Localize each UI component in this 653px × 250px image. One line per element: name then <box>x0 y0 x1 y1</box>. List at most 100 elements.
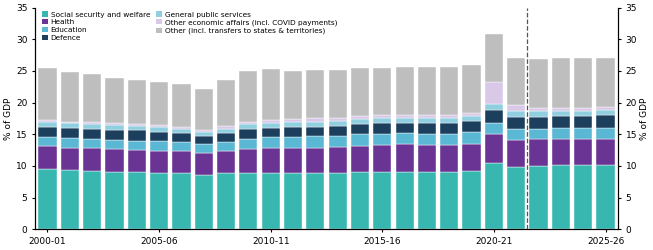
Bar <box>396 118 414 123</box>
Bar <box>261 69 280 120</box>
Bar <box>127 80 146 124</box>
Bar <box>373 124 392 134</box>
Bar <box>172 142 191 151</box>
Bar <box>418 67 436 115</box>
Bar <box>261 128 280 138</box>
Bar <box>485 134 503 163</box>
Bar <box>61 124 79 128</box>
Bar <box>195 144 213 153</box>
Bar <box>596 165 614 229</box>
Bar <box>462 65 481 113</box>
Bar <box>396 123 414 133</box>
Bar <box>396 66 414 115</box>
Bar <box>39 122 57 127</box>
Bar <box>351 172 369 229</box>
Bar <box>507 105 526 112</box>
Bar <box>217 126 235 128</box>
Bar <box>39 169 57 229</box>
Bar <box>217 128 235 133</box>
Bar <box>261 120 280 123</box>
Bar <box>396 115 414 118</box>
Bar <box>373 118 392 124</box>
Bar <box>328 173 347 229</box>
Bar <box>150 127 168 132</box>
Bar <box>195 153 213 176</box>
Bar <box>284 122 302 127</box>
Bar <box>105 126 123 130</box>
Bar <box>574 116 592 128</box>
Bar <box>239 149 257 173</box>
Bar <box>462 132 481 144</box>
Bar <box>328 70 347 118</box>
Bar <box>261 138 280 148</box>
Bar <box>83 139 101 148</box>
Bar <box>328 121 347 126</box>
Bar <box>574 58 592 108</box>
Bar <box>351 68 369 116</box>
Bar <box>83 148 101 171</box>
Bar <box>552 165 570 229</box>
Bar <box>61 170 79 229</box>
Bar <box>150 141 168 151</box>
Bar <box>239 122 257 124</box>
Bar <box>83 122 101 124</box>
Bar <box>462 121 481 132</box>
Bar <box>39 68 57 120</box>
Bar <box>105 140 123 149</box>
Bar <box>552 139 570 165</box>
Bar <box>284 71 302 119</box>
Bar <box>552 116 570 128</box>
Bar <box>217 151 235 173</box>
Bar <box>552 58 570 108</box>
Bar <box>507 116 526 129</box>
Bar <box>373 172 392 229</box>
Bar <box>462 171 481 229</box>
Bar <box>418 118 436 123</box>
Bar <box>530 116 548 128</box>
Bar <box>105 130 123 140</box>
Bar <box>485 110 503 123</box>
Bar <box>127 130 146 140</box>
Bar <box>507 58 526 105</box>
Bar <box>485 163 503 229</box>
Bar <box>418 123 436 134</box>
Bar <box>596 110 614 115</box>
Bar <box>172 84 191 127</box>
Bar <box>418 115 436 118</box>
Bar <box>127 126 146 130</box>
Bar <box>440 145 458 172</box>
Bar <box>530 166 548 229</box>
Bar <box>418 134 436 145</box>
Bar <box>462 116 481 121</box>
Bar <box>530 112 548 116</box>
Bar <box>373 68 392 115</box>
Bar <box>574 128 592 139</box>
Bar <box>596 128 614 139</box>
Bar <box>172 174 191 229</box>
Bar <box>284 127 302 137</box>
Bar <box>306 127 325 136</box>
Bar <box>172 127 191 128</box>
Bar <box>261 173 280 229</box>
Bar <box>552 128 570 139</box>
Bar <box>440 123 458 134</box>
Bar <box>195 176 213 229</box>
Bar <box>485 104 503 110</box>
Y-axis label: % of GDP: % of GDP <box>4 97 13 140</box>
Bar <box>440 134 458 145</box>
Bar <box>351 134 369 146</box>
Bar <box>83 74 101 122</box>
Bar <box>150 126 168 127</box>
Bar <box>105 124 123 126</box>
Bar <box>440 118 458 123</box>
Bar <box>574 108 592 111</box>
Bar <box>284 119 302 122</box>
Bar <box>83 171 101 229</box>
Bar <box>61 122 79 124</box>
Bar <box>440 115 458 118</box>
Bar <box>351 124 369 134</box>
Bar <box>328 118 347 121</box>
Bar <box>373 115 392 118</box>
Bar <box>261 148 280 173</box>
Bar <box>328 126 347 136</box>
